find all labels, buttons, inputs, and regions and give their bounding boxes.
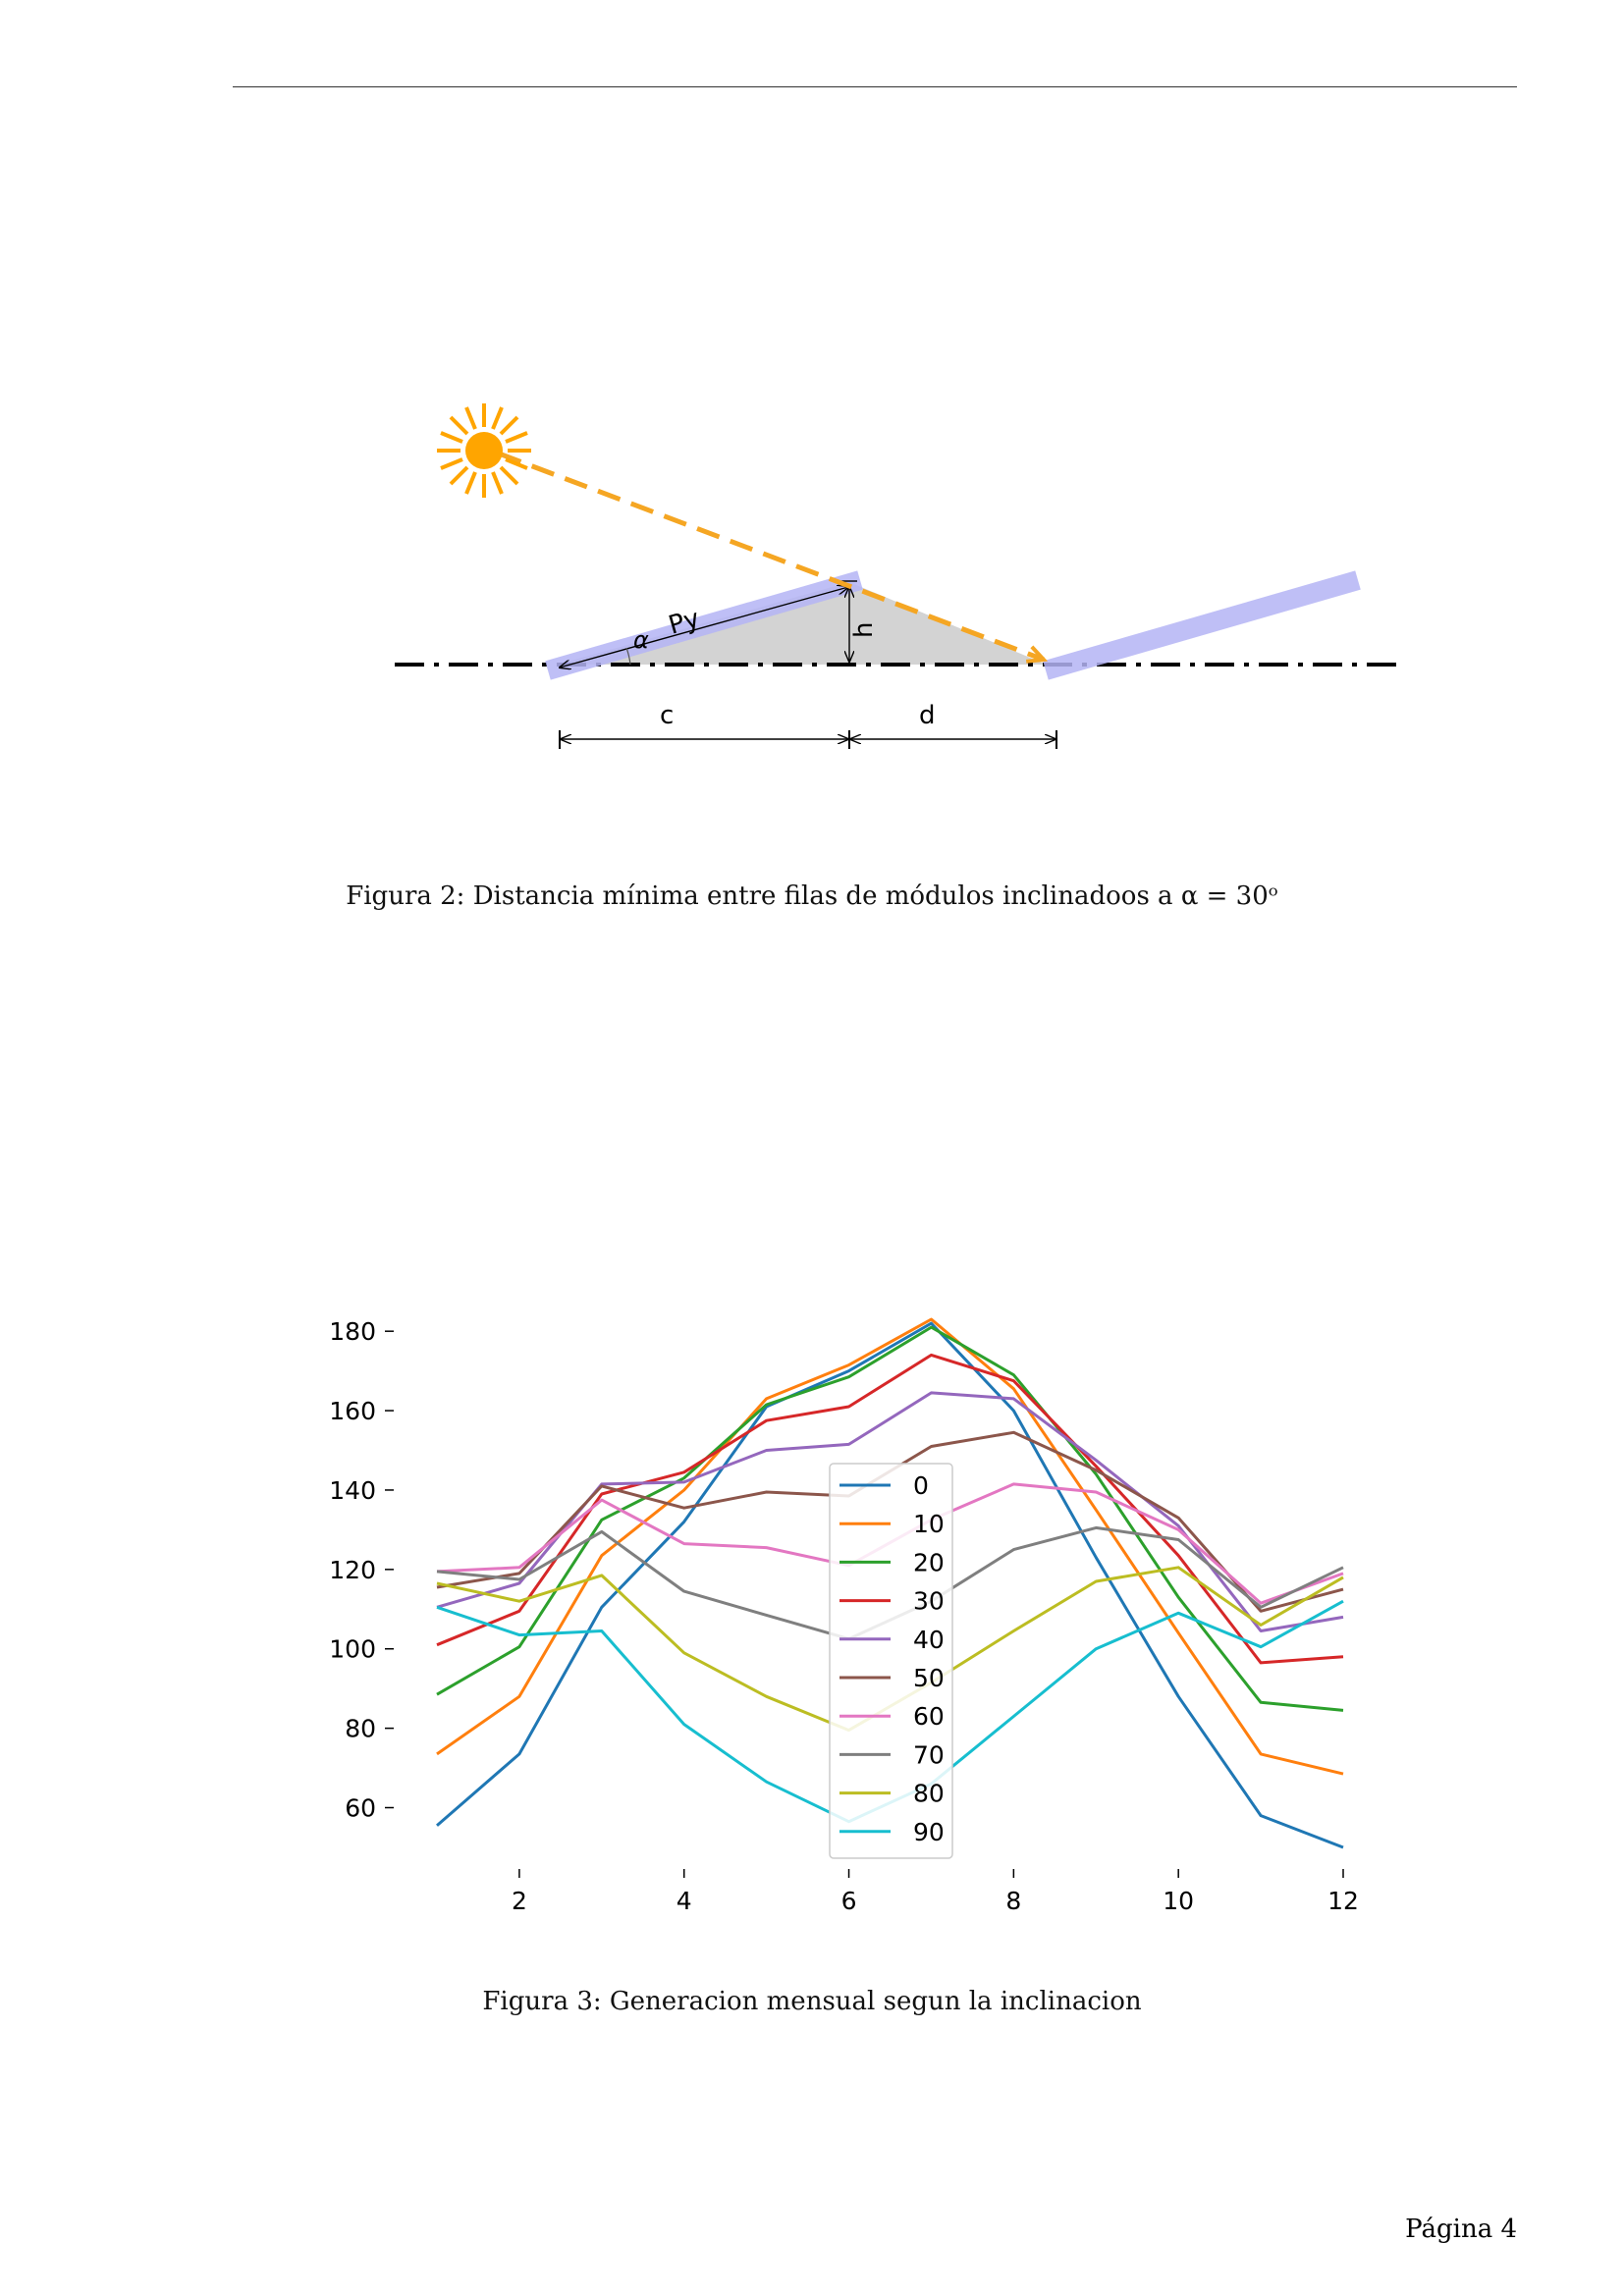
- py-arrow: [560, 587, 848, 667]
- sun-icon: [437, 403, 531, 498]
- monthly-generation-chart: 2 4 6 8 10 12 60 80 100 120 140 160 180 0 10 20 30 40 50 6…: [329, 1317, 1359, 1915]
- figure-3-caption: Figura 3: Generacion mensual segun la in…: [482, 1987, 1142, 2016]
- d-label: d: [919, 701, 936, 730]
- page-number: Página 4: [1405, 2215, 1517, 2244]
- y-tick-label: 80: [345, 1715, 376, 1743]
- shading-diagram: Py α h c d: [395, 403, 1397, 749]
- legend-label-90: 90: [913, 1818, 945, 1846]
- legend-label-30: 30: [913, 1587, 945, 1616]
- figure-2-caption: Figura 2: Distancia mínima entre filas d…: [346, 881, 1278, 911]
- x-tick-label: 6: [841, 1887, 857, 1915]
- x-tick-label: 10: [1163, 1887, 1194, 1915]
- x-tick-label: 4: [677, 1887, 692, 1915]
- c-label: c: [660, 701, 674, 730]
- y-tick-label: 120: [329, 1556, 376, 1584]
- y-tick-label: 180: [329, 1317, 376, 1346]
- alpha-arc: [625, 647, 631, 666]
- y-tick-label: 60: [345, 1794, 376, 1823]
- alpha-label: α: [633, 626, 649, 654]
- legend-label-10: 10: [913, 1510, 945, 1538]
- x-tick-label: 12: [1327, 1887, 1359, 1915]
- header-rule: [233, 86, 1517, 87]
- legend-label-60: 60: [913, 1702, 945, 1731]
- y-tick-label: 100: [329, 1635, 376, 1664]
- series-line-30: [436, 1353, 1344, 1665]
- h-label: h: [849, 622, 879, 638]
- solar-panel-rear: [1043, 570, 1361, 680]
- x-tick-label: 2: [512, 1887, 527, 1915]
- y-tick-label: 160: [329, 1397, 376, 1425]
- legend-label-50: 50: [913, 1664, 945, 1692]
- legend-label-70: 70: [913, 1740, 945, 1769]
- legend-label-20: 20: [913, 1548, 945, 1576]
- sun-ray: [498, 451, 1044, 660]
- x-tick-label: 8: [1005, 1887, 1021, 1915]
- legend-label-80: 80: [913, 1780, 945, 1808]
- chart-legend: 0 10 20 30 40 50 60 70 80 90: [829, 1463, 953, 1859]
- legend-label-0: 0: [913, 1471, 929, 1500]
- y-tick-label: 140: [329, 1476, 376, 1505]
- legend-label-40: 40: [913, 1626, 945, 1654]
